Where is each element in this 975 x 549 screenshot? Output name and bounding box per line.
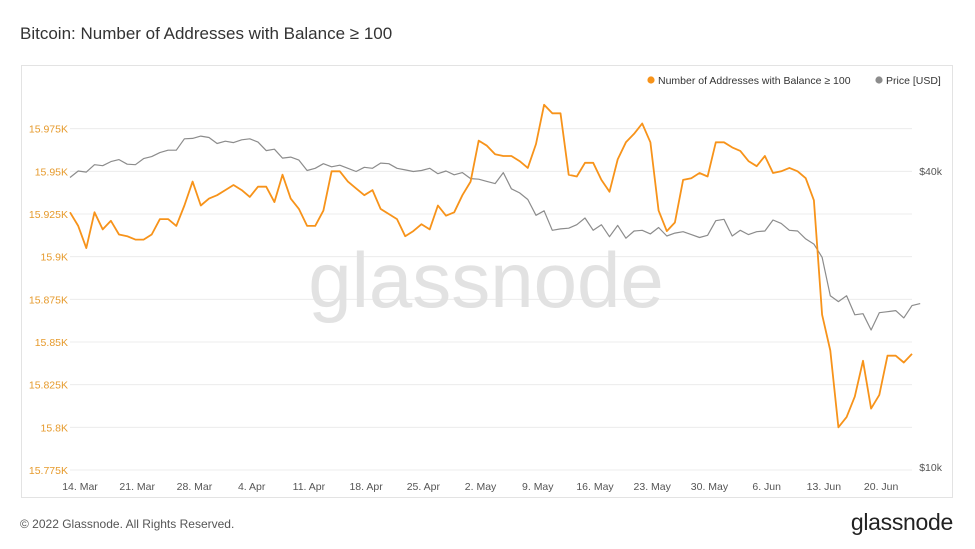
x-tick-label: 21. Mar — [119, 481, 155, 493]
x-tick-label: 18. Apr — [349, 481, 383, 493]
y-right-tick-label: $40k — [919, 166, 943, 178]
legend[interactable]: Number of Addresses with Balance ≥ 100 Pr… — [647, 75, 941, 87]
grid-lines — [70, 128, 912, 471]
x-tick-label: 9. May — [522, 481, 554, 493]
y-axis-right: $10k $40k — [919, 166, 943, 474]
y-right-tick-label: $10k — [919, 462, 943, 474]
chart-title: Bitcoin: Number of Addresses with Balanc… — [20, 24, 393, 43]
glassnode-logo[interactable]: glassnode — [850, 509, 953, 535]
x-tick-label: 13. Jun — [807, 481, 842, 493]
y-left-tick-label: 15.825K — [29, 380, 68, 392]
x-tick-label: 20. Jun — [864, 481, 899, 493]
legend-label: Price [USD] — [886, 75, 941, 87]
x-tick-label: 23. May — [634, 481, 672, 493]
x-tick-label: 2. May — [465, 481, 497, 493]
x-tick-label: 4. Apr — [238, 481, 266, 493]
watermark: glassnode — [308, 236, 664, 324]
chart-frame — [21, 65, 953, 498]
legend-marker — [875, 76, 883, 84]
y-left-tick-label: 15.975K — [29, 124, 68, 136]
x-tick-label: 25. Apr — [407, 481, 441, 493]
legend-item-addresses[interactable]: Number of Addresses with Balance ≥ 100 — [647, 75, 851, 87]
series-layer — [69, 103, 921, 429]
legend-label: Number of Addresses with Balance ≥ 100 — [658, 75, 851, 87]
x-tick-label: 28. Mar — [177, 481, 213, 493]
y-left-tick-label: 15.85K — [35, 337, 68, 349]
y-left-tick-label: 15.9K — [41, 252, 68, 264]
legend-item-price[interactable]: Price [USD] — [875, 75, 941, 87]
addresses-series-line — [69, 103, 913, 429]
copyright-text: © 2022 Glassnode. All Rights Reserved. — [20, 517, 235, 531]
x-axis: 14. Mar 21. Mar 28. Mar 4. Apr 11. Apr 18. Ap… — [62, 481, 898, 493]
y-left-tick-label: 15.925K — [29, 209, 68, 221]
price-series-line — [69, 135, 921, 331]
y-left-tick-label: 15.8K — [41, 422, 68, 434]
y-axis-left: 15.775K 15.8K 15.825K 15.85K 15.875K 15.9K 15.… — [29, 124, 68, 477]
y-left-tick-label: 15.95K — [35, 166, 68, 178]
x-tick-label: 30. May — [691, 481, 729, 493]
legend-marker — [647, 76, 655, 84]
x-tick-label: 6. Jun — [752, 481, 781, 493]
y-left-tick-label: 15.775K — [29, 465, 68, 477]
x-tick-label: 11. Apr — [293, 481, 326, 493]
x-tick-label: 14. Mar — [62, 481, 98, 493]
y-left-tick-label: 15.875K — [29, 294, 68, 306]
x-tick-label: 16. May — [576, 481, 614, 493]
